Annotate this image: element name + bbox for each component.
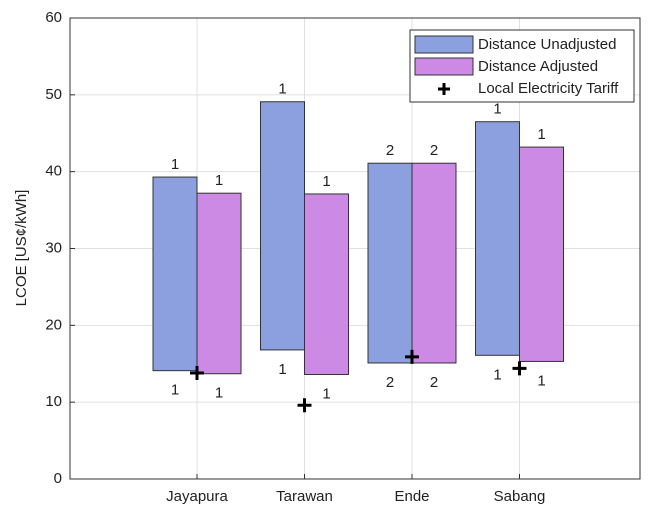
y-axis-label: LCOE [US¢/kWh] <box>13 190 30 307</box>
data-label: 1 <box>322 173 330 190</box>
data-label: 1 <box>537 372 545 389</box>
y-tick-label: 60 <box>45 9 62 26</box>
y-tick-label: 20 <box>45 316 62 333</box>
axes-box <box>69 17 641 480</box>
data-label: 1 <box>493 366 501 383</box>
data-label: 2 <box>386 374 394 391</box>
data-label: 1 <box>493 101 501 118</box>
x-tick-label: Sabang <box>494 488 546 505</box>
bar <box>260 101 305 351</box>
marker <box>405 349 419 364</box>
x-tick-label: Ende <box>394 488 429 505</box>
data-label: 2 <box>386 142 394 159</box>
marker <box>190 365 204 380</box>
marker <box>512 361 527 376</box>
data-label: 1 <box>171 156 179 173</box>
y-tick-label: 10 <box>45 393 62 410</box>
bar <box>411 162 457 364</box>
bar <box>367 162 413 364</box>
bar <box>196 192 242 375</box>
data-label: 1 <box>171 382 179 399</box>
data-label: 1 <box>537 126 545 143</box>
x-tick-label: Tarawan <box>276 488 333 505</box>
y-tick-label: 40 <box>45 163 62 180</box>
legend-label: Distance Unadjusted <box>478 36 616 53</box>
legend-label: Local Electricity Tariff <box>478 80 619 97</box>
data-label: 2 <box>430 142 438 159</box>
y-tick-label: 30 <box>45 239 62 256</box>
y-tick-label: 0 <box>54 470 62 487</box>
x-tick-label: Jayapura <box>166 488 228 505</box>
legend-swatch <box>414 35 474 54</box>
bar <box>475 121 520 356</box>
data-label: 2 <box>430 374 438 391</box>
legend-label: Distance Adjusted <box>478 58 598 75</box>
data-label: 1 <box>278 361 286 378</box>
data-label: 1 <box>215 385 223 402</box>
data-label: 1 <box>322 385 330 402</box>
data-label: 1 <box>215 172 223 189</box>
marker <box>297 398 312 413</box>
bar <box>152 176 198 372</box>
bar <box>304 193 349 376</box>
legend-swatch <box>414 57 474 76</box>
bar <box>519 146 564 362</box>
data-label: 1 <box>278 81 286 98</box>
legend-marker <box>438 83 450 95</box>
y-tick-label: 50 <box>45 86 62 103</box>
